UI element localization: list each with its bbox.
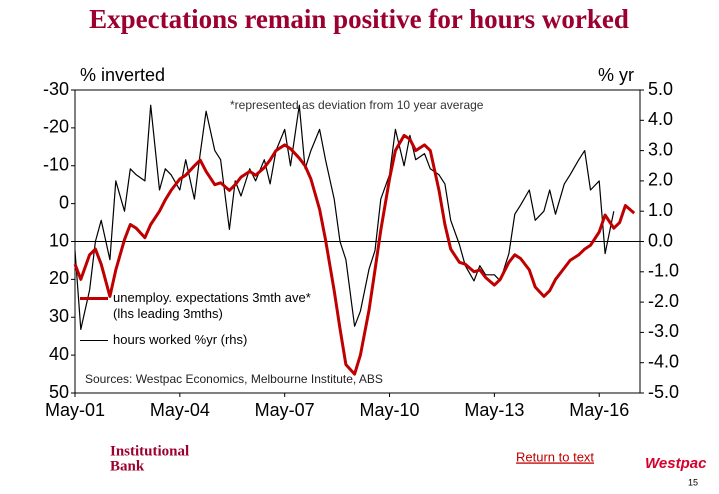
y2-tick-label: -2.0 — [648, 291, 679, 311]
legend-item: unemploy. expectations 3mth ave* (lhs le… — [80, 290, 320, 322]
x-tick-label: May-07 — [255, 400, 315, 420]
chart-title: Expectations remain positive for hours w… — [89, 4, 629, 34]
y2-tick-label: 3.0 — [648, 139, 673, 159]
y-tick-label: 40 — [49, 344, 69, 364]
logo: Westpac — [645, 455, 707, 472]
x-tick-label: May-13 — [464, 400, 524, 420]
series-line — [73, 133, 636, 376]
y-tick-label: 10 — [49, 230, 69, 250]
y2-tick-label: 2.0 — [648, 170, 673, 190]
legend-label: unemploy. expectations 3mth ave* (lhs le… — [113, 290, 311, 321]
y2-tick-label: 4.0 — [648, 109, 673, 129]
y-tick-label: -30 — [43, 79, 69, 99]
source: Sources: Westpac Economics, Melbourne In… — [85, 372, 383, 386]
y-tick-label: 20 — [49, 268, 69, 288]
bank-name: Institutional — [110, 443, 189, 459]
legend-swatch — [80, 340, 108, 341]
y2-tick-label: -1.0 — [648, 261, 679, 281]
y2-tick-label: 5.0 — [648, 79, 673, 99]
y-tick-label: 50 — [49, 382, 69, 402]
return-link[interactable]: Return to text — [516, 449, 594, 464]
x-tick-label: May-01 — [45, 400, 105, 420]
y-axis-label: % inverted — [80, 65, 165, 85]
y-tick-label: -10 — [43, 155, 69, 175]
y2-tick-label: 0.0 — [648, 230, 673, 250]
legend-swatch — [80, 297, 108, 300]
y-tick-label: 0 — [59, 192, 69, 212]
legend: unemploy. expectations 3mth ave* (lhs le… — [80, 290, 320, 348]
legend-label: hours worked %yr (rhs) — [113, 332, 248, 347]
x-tick-label: May-16 — [569, 400, 629, 420]
y2-tick-label: 1.0 — [648, 200, 673, 220]
y2-tick-label: -4.0 — [648, 351, 679, 371]
x-tick-label: May-04 — [150, 400, 210, 420]
y2-axis-label: % yr — [598, 65, 634, 85]
y-tick-label: -20 — [43, 117, 69, 137]
y2-tick-label: -3.0 — [648, 321, 679, 341]
y2-tick-label: -5.0 — [648, 382, 679, 402]
x-tick-label: May-10 — [360, 400, 420, 420]
note: *represented as deviation from 10 year a… — [230, 98, 484, 112]
y-tick-label: 30 — [49, 306, 69, 326]
bank-name: Bank — [110, 458, 145, 474]
series-line — [74, 104, 615, 330]
page-number: 15 — [688, 477, 698, 487]
legend-item: hours worked %yr (rhs) — [80, 332, 320, 348]
